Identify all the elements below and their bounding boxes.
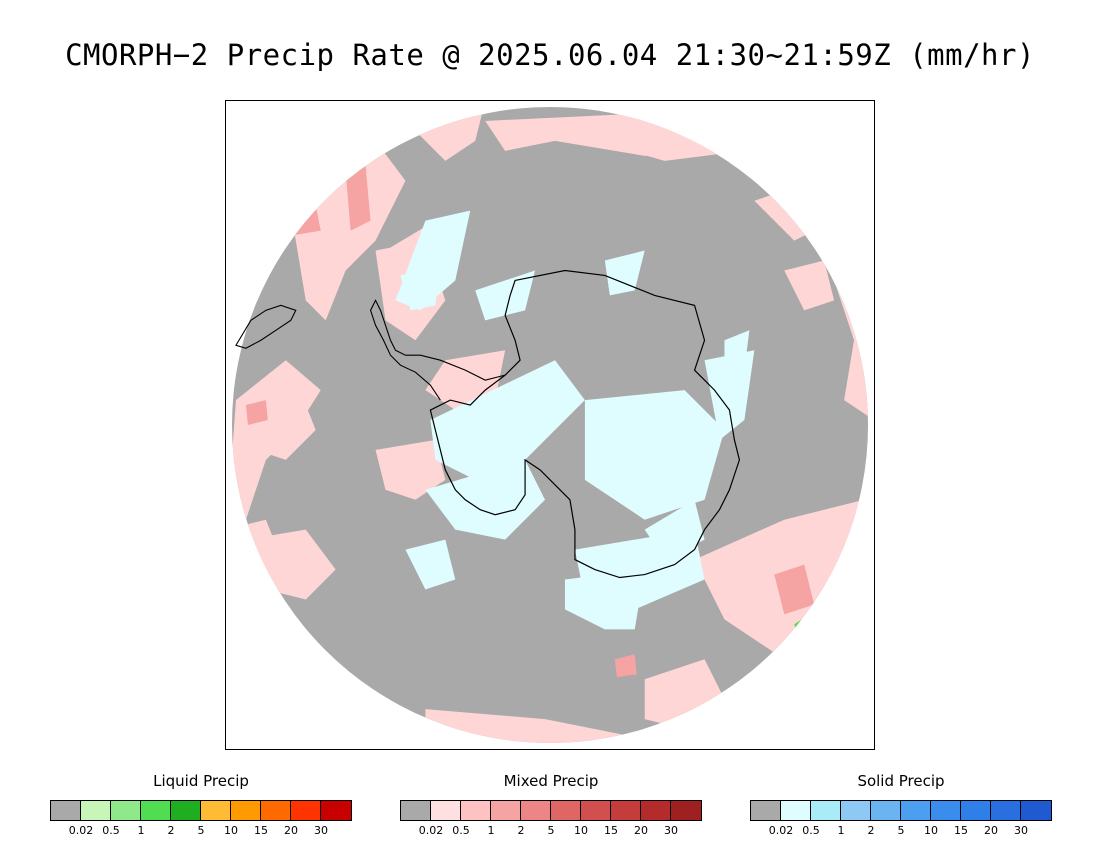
legend-swatch — [141, 801, 171, 820]
legend-tick-label: 0.02 — [768, 824, 794, 837]
legend-tick-label: 2 — [867, 824, 875, 837]
legend-swatch — [431, 801, 461, 820]
antarctica-coastline — [429, 269, 741, 579]
legend-ticks: 0.02 0.5 1 2 5 10 15 20 30 — [750, 824, 1052, 838]
legend-swatch — [81, 801, 111, 820]
legend-tick-label: 1 — [137, 824, 145, 837]
legend-swatch — [401, 801, 431, 820]
legend-swatch — [521, 801, 551, 820]
legend-swatch — [841, 801, 871, 820]
legend-title: Liquid Precip — [153, 772, 249, 790]
legend-tick-label: 30 — [664, 824, 678, 837]
legend-tick-label: 10 — [574, 824, 588, 837]
legend-title: Mixed Precip — [503, 772, 599, 790]
legend-tick-label: 15 — [954, 824, 968, 837]
legend-swatch — [931, 801, 961, 820]
legend-colorbar — [50, 800, 352, 821]
legend-tick-label: 15 — [254, 824, 268, 837]
legend-swatch — [111, 801, 141, 820]
precip-map-svg — [231, 106, 869, 744]
legend-tick-label: 30 — [1014, 824, 1028, 837]
legend-swatch — [811, 801, 841, 820]
legend-tick-label: 0.5 — [802, 824, 820, 837]
legend-swatch — [231, 801, 261, 820]
legend-swatch — [751, 801, 781, 820]
legend-colorbar — [750, 800, 1052, 821]
legend-ticks: 0.02 0.5 1 2 5 10 15 20 30 — [50, 824, 352, 838]
legend-swatch — [291, 801, 321, 820]
legend-swatch — [901, 801, 931, 820]
legend-swatch — [461, 801, 491, 820]
legend-tick-label: 5 — [197, 824, 205, 837]
solid-precip-light — [395, 210, 755, 630]
legend-swatch — [611, 801, 641, 820]
legend-tick-label: 20 — [984, 824, 998, 837]
legend-tick-label: 15 — [604, 824, 618, 837]
legend-solid: Solid Precip 0.02 0.5 1 2 5 10 15 20 30 — [750, 772, 1052, 842]
legend-tick-label: 30 — [314, 824, 328, 837]
legend-tick-label: 20 — [634, 824, 648, 837]
south-america-coastline — [235, 304, 297, 349]
legend-tick-label: 2 — [167, 824, 175, 837]
legend-title: Solid Precip — [857, 772, 945, 790]
legend-ticks: 0.02 0.5 1 2 5 10 15 20 30 — [400, 824, 702, 838]
legend-swatch — [581, 801, 611, 820]
legend-tick-label: 5 — [897, 824, 905, 837]
legend-liquid: Liquid Precip 0.02 0.5 1 2 5 10 15 20 30 — [50, 772, 352, 842]
legend-tick-label: 10 — [224, 824, 238, 837]
legend-swatch — [871, 801, 901, 820]
legend-swatch — [551, 801, 581, 820]
legend-tick-label: 1 — [487, 824, 495, 837]
legend-swatch — [171, 801, 201, 820]
map-title: CMORPH−2 Precip Rate @ 2025.06.04 21:30~… — [65, 38, 1035, 72]
legend-tick-label: 0.02 — [418, 824, 444, 837]
legend-swatch — [1021, 801, 1051, 820]
antarctic-peninsula-coastline — [369, 299, 506, 401]
legend-tick-label: 20 — [284, 824, 298, 837]
legend-swatch — [51, 801, 81, 820]
legend-tick-label: 5 — [547, 824, 555, 837]
legend-swatch — [671, 801, 701, 820]
legend-swatch — [991, 801, 1021, 820]
legend-tick-label: 1 — [837, 824, 845, 837]
legend-tick-label: 0.02 — [68, 824, 94, 837]
legend-mixed: Mixed Precip 0.02 0.5 1 2 5 10 15 20 30 — [400, 772, 702, 842]
legend-tick-label: 0.5 — [102, 824, 120, 837]
legend-swatch — [961, 801, 991, 820]
legend-tick-label: 10 — [924, 824, 938, 837]
polar-map — [225, 100, 875, 750]
legend-tick-label: 2 — [517, 824, 525, 837]
legend-swatch — [641, 801, 671, 820]
legend-swatch — [781, 801, 811, 820]
legend-tick-label: 0.5 — [452, 824, 470, 837]
legend-colorbar — [400, 800, 702, 821]
legend-swatch — [321, 801, 351, 820]
legend-swatch — [201, 801, 231, 820]
legend-swatch — [261, 801, 291, 820]
legend-swatch — [491, 801, 521, 820]
